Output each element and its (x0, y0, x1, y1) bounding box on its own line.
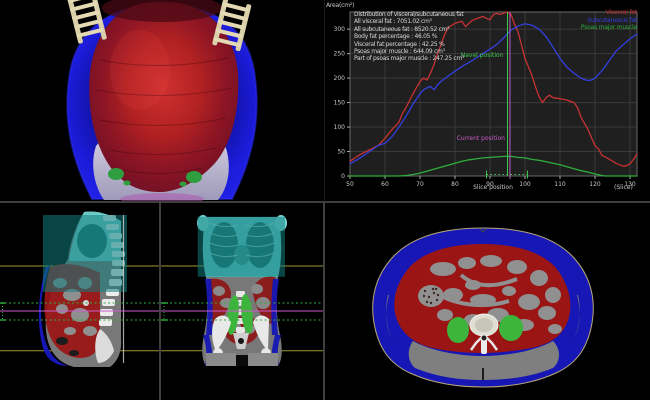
coronal-slice (161, 215, 323, 366)
x-tick-label: 90 (486, 181, 494, 188)
legend-subcutaneous-fat: Subcutaneous fat (587, 16, 638, 24)
viewport-axial[interactable] (325, 203, 650, 400)
slab-range-marker[interactable] (0, 302, 6, 321)
x-tick-label: 70 (416, 181, 424, 188)
viewport-coronal[interactable] (161, 203, 323, 400)
visceral-fat-3d (89, 0, 239, 193)
psoas-muscle-3d (108, 168, 202, 187)
y-tick-label: 100 (334, 124, 346, 131)
infobox-stat: Visceral fat percentage : 42.25 % (354, 40, 445, 48)
y-tick-label: 150 (334, 100, 346, 107)
horizontal-splitter[interactable] (0, 201, 650, 203)
stool-speckle-region (418, 285, 444, 307)
x-tick-label: 80 (451, 181, 459, 188)
y-axis-label: Area(cm²) (326, 2, 355, 9)
dark-bowel-gas (56, 337, 79, 356)
posterior-muscles (386, 295, 580, 380)
vertical-splitter-bottom-left[interactable] (159, 203, 161, 400)
x-axis-unit-label: (Slice) (614, 184, 633, 191)
legend-psoas-major-muscle: Psoas major muscle (580, 24, 637, 32)
y-tick-label: 300 (334, 26, 346, 33)
sagittal-slice (0, 211, 159, 367)
psoas-muscle-right (241, 294, 253, 334)
rib-cage-left (66, 0, 107, 44)
navel (479, 228, 487, 233)
y-tick-label: 200 (334, 75, 346, 82)
series-subcutaneous-fat (349, 23, 638, 165)
axial-slice (372, 227, 594, 388)
vertebra (469, 313, 499, 354)
vertical-splitter-top[interactable] (324, 0, 325, 201)
rib-cage-right (212, 0, 252, 52)
chest-exclusion-mask[interactable] (43, 215, 127, 292)
psoas-muscle-left (447, 317, 469, 343)
chest-exclusion-mask[interactable] (197, 216, 285, 277)
fat-statistics-infobox: Distribution of visceral/subcutaneous fa… (354, 11, 464, 63)
plot-area[interactable] (350, 12, 637, 176)
viewport-3d-volume[interactable] (0, 0, 324, 201)
navel-position-label: Navel position (461, 52, 504, 59)
infobox-stat: Part of psoas major muscle : 247.25 cm³ (354, 55, 465, 63)
psoas-muscle-right (499, 315, 523, 341)
series-visceral-fat (349, 11, 638, 167)
x-tick-label: 60 (381, 181, 389, 188)
infobox-stat: Psoas major muscle : 644.09 cm³ (354, 48, 445, 56)
current-position-label: Current position (457, 135, 505, 142)
vertical-splitter-bottom-right[interactable] (323, 203, 325, 400)
y-tick-label: 0 (341, 173, 345, 180)
legend-visceral-fat: Visceral fat (605, 9, 637, 16)
volume-rendering (66, 0, 258, 201)
x-axis-label: Slice position (473, 184, 513, 191)
x-tick-label: 100 (519, 181, 531, 188)
chart-legend: Visceral fat Subcutaneous fat Psoas majo… (581, 9, 637, 32)
viewport-sagittal[interactable] (0, 203, 159, 400)
groin-region (120, 193, 204, 201)
infobox-stat: All subcutaneous fat : 8520.52 cm³ (354, 25, 450, 33)
x-tick-label: 110 (554, 181, 566, 188)
infobox-stat: Body fat percentage : 46.05 % (354, 33, 438, 41)
navel-range-lines[interactable] (161, 302, 323, 321)
series-psoas-major-muscle (349, 155, 638, 177)
plot-border (349, 11, 638, 177)
slab-range-marker[interactable] (161, 302, 168, 321)
x-tick-label: 130 (624, 181, 636, 188)
infobox-title: Distribution of visceral/subcutaneous fa… (354, 11, 464, 18)
x-tick-label: 120 (589, 181, 601, 188)
axial-body (372, 227, 594, 388)
viewport-fat-distribution-chart[interactable]: 0 50 100 150 200 250 300 50 60 70 80 90 100 110 120 130… (325, 0, 650, 201)
y-tick-label: 50 (337, 149, 345, 156)
infobox-stat: All visceral fat : 7051.02 cm³ (354, 18, 432, 26)
x-tick-label: 50 (346, 181, 354, 188)
sacrum (95, 329, 114, 363)
y-tick-label: 250 (334, 51, 346, 58)
